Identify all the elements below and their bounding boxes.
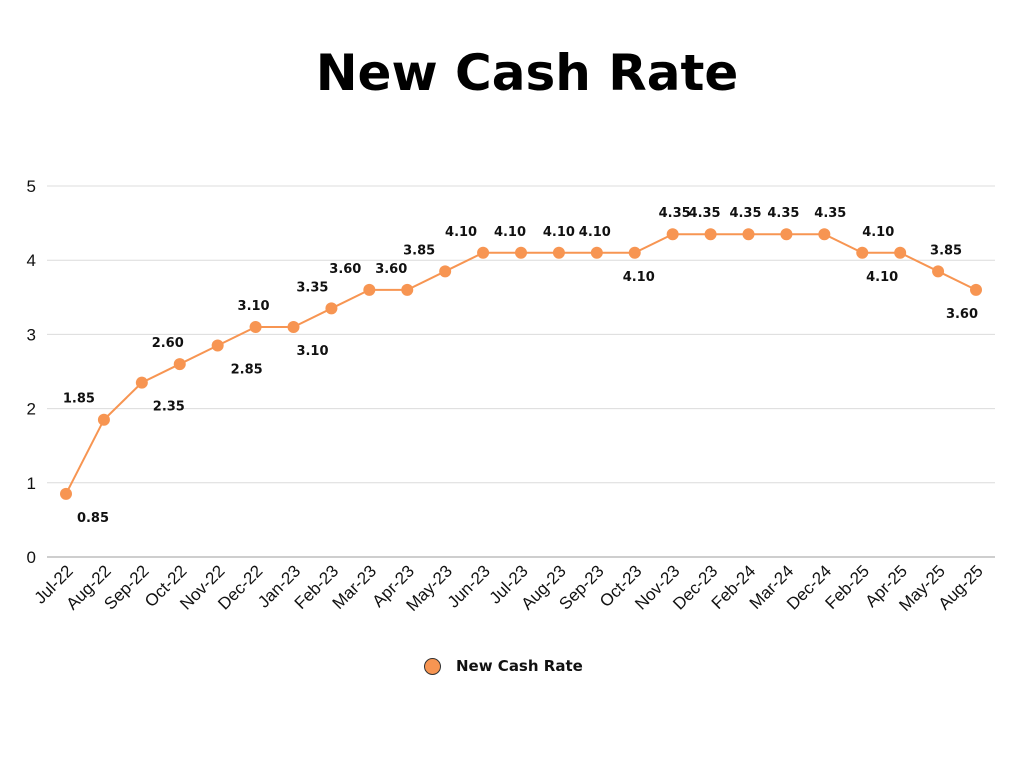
y-tick-label: 4 xyxy=(27,251,36,270)
data-label: 3.10 xyxy=(296,344,328,359)
data-label: 2.35 xyxy=(153,400,185,415)
data-point xyxy=(894,246,907,259)
data-point xyxy=(818,228,831,241)
data-label: 4.10 xyxy=(543,225,575,240)
data-point xyxy=(780,228,793,241)
data-label: 3.10 xyxy=(238,299,270,314)
data-label: 4.35 xyxy=(729,206,761,221)
data-point xyxy=(211,339,224,352)
data-point xyxy=(173,358,186,371)
data-point xyxy=(439,265,452,278)
legend-label: New Cash Rate xyxy=(456,657,583,675)
data-label: 3.85 xyxy=(930,243,962,258)
data-point xyxy=(590,246,603,259)
data-point xyxy=(932,265,945,278)
data-point xyxy=(135,376,148,389)
data-label: 4.10 xyxy=(862,225,894,240)
data-label: 4.10 xyxy=(494,225,526,240)
y-tick-label: 2 xyxy=(27,400,36,419)
data-label: 3.60 xyxy=(329,262,361,277)
data-point xyxy=(477,246,490,259)
data-point xyxy=(363,283,376,296)
y-tick-label: 5 xyxy=(27,177,36,196)
data-label: 3.60 xyxy=(946,307,978,322)
data-point xyxy=(742,228,755,241)
y-tick-label: 3 xyxy=(27,325,36,344)
data-point xyxy=(552,246,565,259)
legend-marker-icon xyxy=(424,657,441,675)
data-point xyxy=(666,228,679,241)
series-line xyxy=(65,233,977,495)
data-point xyxy=(515,246,527,259)
data-label: 4.10 xyxy=(623,270,655,285)
y-tick-label: 1 xyxy=(27,474,36,493)
data-label: 4.10 xyxy=(445,225,477,240)
x-tick-label: Jun-23 xyxy=(444,561,494,611)
data-label: 3.60 xyxy=(375,262,407,277)
data-point xyxy=(249,320,262,333)
data-label: 4.35 xyxy=(659,206,691,221)
data-point xyxy=(856,246,869,259)
data-label: 4.35 xyxy=(814,206,846,221)
y-tick-label: 0 xyxy=(27,548,36,567)
data-label: 3.35 xyxy=(296,280,328,295)
data-point xyxy=(704,228,717,241)
data-label: 1.85 xyxy=(63,392,95,407)
data-point xyxy=(970,283,982,296)
data-point xyxy=(628,246,641,259)
data-point xyxy=(287,320,300,333)
data-label: 2.85 xyxy=(231,363,263,378)
data-label: 4.35 xyxy=(767,206,799,221)
legend[interactable]: New Cash Rate xyxy=(424,657,583,675)
data-label: 4.35 xyxy=(689,206,721,221)
data-point xyxy=(97,413,110,426)
data-label: 3.85 xyxy=(403,243,435,258)
data-point xyxy=(325,302,338,315)
data-label: 0.85 xyxy=(77,511,109,526)
data-point xyxy=(60,487,72,500)
data-label: 4.10 xyxy=(866,270,898,285)
chart-title: New Cash Rate xyxy=(315,44,739,102)
data-label: 4.10 xyxy=(579,225,611,240)
data-label: 2.60 xyxy=(152,336,184,351)
data-point xyxy=(401,283,414,296)
